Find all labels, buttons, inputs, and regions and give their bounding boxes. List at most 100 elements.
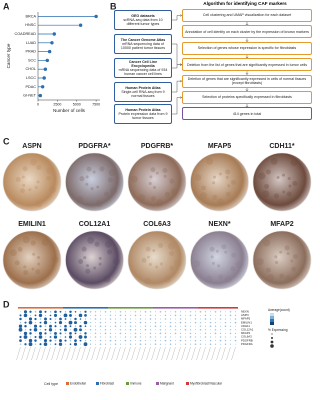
expression-dot [199, 321, 202, 324]
expression-dot [165, 322, 166, 323]
expression-dot [144, 321, 147, 324]
expression-dot [114, 336, 117, 338]
tissue-texture [158, 242, 164, 248]
expression-dot [19, 343, 22, 345]
expression-dot [64, 343, 67, 345]
expression-dot [214, 343, 217, 345]
sample-tick [201, 346, 206, 361]
expression-dot [124, 321, 127, 324]
expression-dot [139, 321, 142, 324]
ihc-core [65, 230, 124, 290]
sample-tick [51, 346, 56, 361]
cell-type-label: Myofibroblast/Vascular [190, 381, 223, 385]
tissue-texture [35, 269, 41, 275]
expression-dot [155, 311, 156, 313]
expression-dot [189, 311, 192, 313]
expression-dot [99, 318, 102, 320]
expression-dot [175, 318, 176, 320]
tissue-texture [92, 170, 96, 174]
source-title: Human Protein Atlas [125, 107, 161, 112]
tissue-texture [209, 246, 215, 252]
expression-dot [80, 322, 81, 324]
expression-dot [89, 321, 92, 324]
expression-dot [184, 328, 187, 331]
expression-dot [174, 311, 177, 313]
tissue-texture [106, 249, 112, 255]
expression-dot [99, 332, 102, 334]
expression-dot [149, 329, 152, 331]
expression-dot [104, 310, 107, 313]
tissue-texture [35, 200, 43, 208]
sample-tick [131, 346, 136, 361]
step-box: Annotation of cell identity on each clus… [182, 25, 312, 39]
expression-dot [59, 339, 62, 343]
expression-dot [174, 332, 177, 335]
expression-dot [25, 318, 26, 320]
gene-label: PDGFRB [241, 338, 253, 342]
tissue-texture [227, 184, 231, 188]
expression-dot [59, 314, 62, 316]
expression-dot [205, 322, 206, 324]
tissue-texture [93, 266, 97, 270]
gene-label: ASPN [241, 313, 249, 317]
sample-tick [21, 346, 26, 361]
expression-dot [90, 336, 91, 338]
tissue-texture [293, 254, 299, 260]
cell-type-strip [218, 307, 223, 309]
expression-dot [23, 313, 28, 318]
marker-label: CDH11* [269, 143, 295, 150]
tissue-texture [279, 273, 285, 279]
tissue-texture [150, 167, 156, 173]
expression-dot [84, 318, 87, 320]
tissue-texture [22, 236, 30, 244]
tissue-texture [274, 255, 278, 259]
tissue-texture [288, 184, 292, 188]
expression-dot [130, 311, 131, 313]
expression-dot [195, 329, 196, 331]
cell-type-strip [68, 307, 73, 309]
expression-dot [99, 343, 102, 346]
tissue-texture [145, 246, 151, 252]
expression-dot [63, 328, 68, 332]
expression-dot [95, 340, 96, 341]
tissue-texture [85, 264, 89, 268]
expression-dot [209, 321, 212, 324]
expression-dot [129, 328, 132, 331]
sample-tick [186, 346, 191, 361]
expression-dot [215, 315, 216, 316]
expression-dot [69, 332, 72, 335]
expression-dot [205, 343, 206, 345]
tissue-texture [81, 246, 87, 252]
expression-dot [79, 332, 82, 335]
tissue-texture [153, 185, 157, 189]
cell-type-strip [93, 307, 98, 309]
expression-dot [169, 339, 172, 342]
tissue-texture [210, 255, 214, 259]
expression-dot [68, 320, 73, 325]
expression-dot [194, 336, 197, 338]
expression-dot [119, 329, 122, 331]
expression-dot [129, 325, 132, 327]
lollipop-dot [78, 23, 83, 27]
sample-tick [116, 346, 121, 361]
tissue-texture [19, 188, 25, 194]
expression-dot [189, 332, 192, 335]
expression-dot [33, 328, 38, 332]
expression-dot [74, 339, 77, 342]
cell-type-strip [48, 307, 53, 309]
expression-dot [49, 336, 52, 338]
expression-dot [73, 342, 78, 346]
tissue-texture [49, 186, 57, 194]
tissue-texture [290, 158, 298, 166]
legend-title: Average(count) [268, 308, 290, 312]
expression-dot [34, 317, 37, 321]
expression-dot [69, 325, 72, 328]
panel-label: A [3, 1, 10, 11]
expression-dot [235, 325, 236, 327]
expression-dot [144, 325, 147, 327]
expression-dot [194, 343, 197, 346]
step-box: Selection of proteins specifically expre… [182, 91, 312, 104]
color-legend [270, 319, 274, 322]
expression-dot [139, 311, 142, 313]
expression-dot [85, 329, 86, 331]
